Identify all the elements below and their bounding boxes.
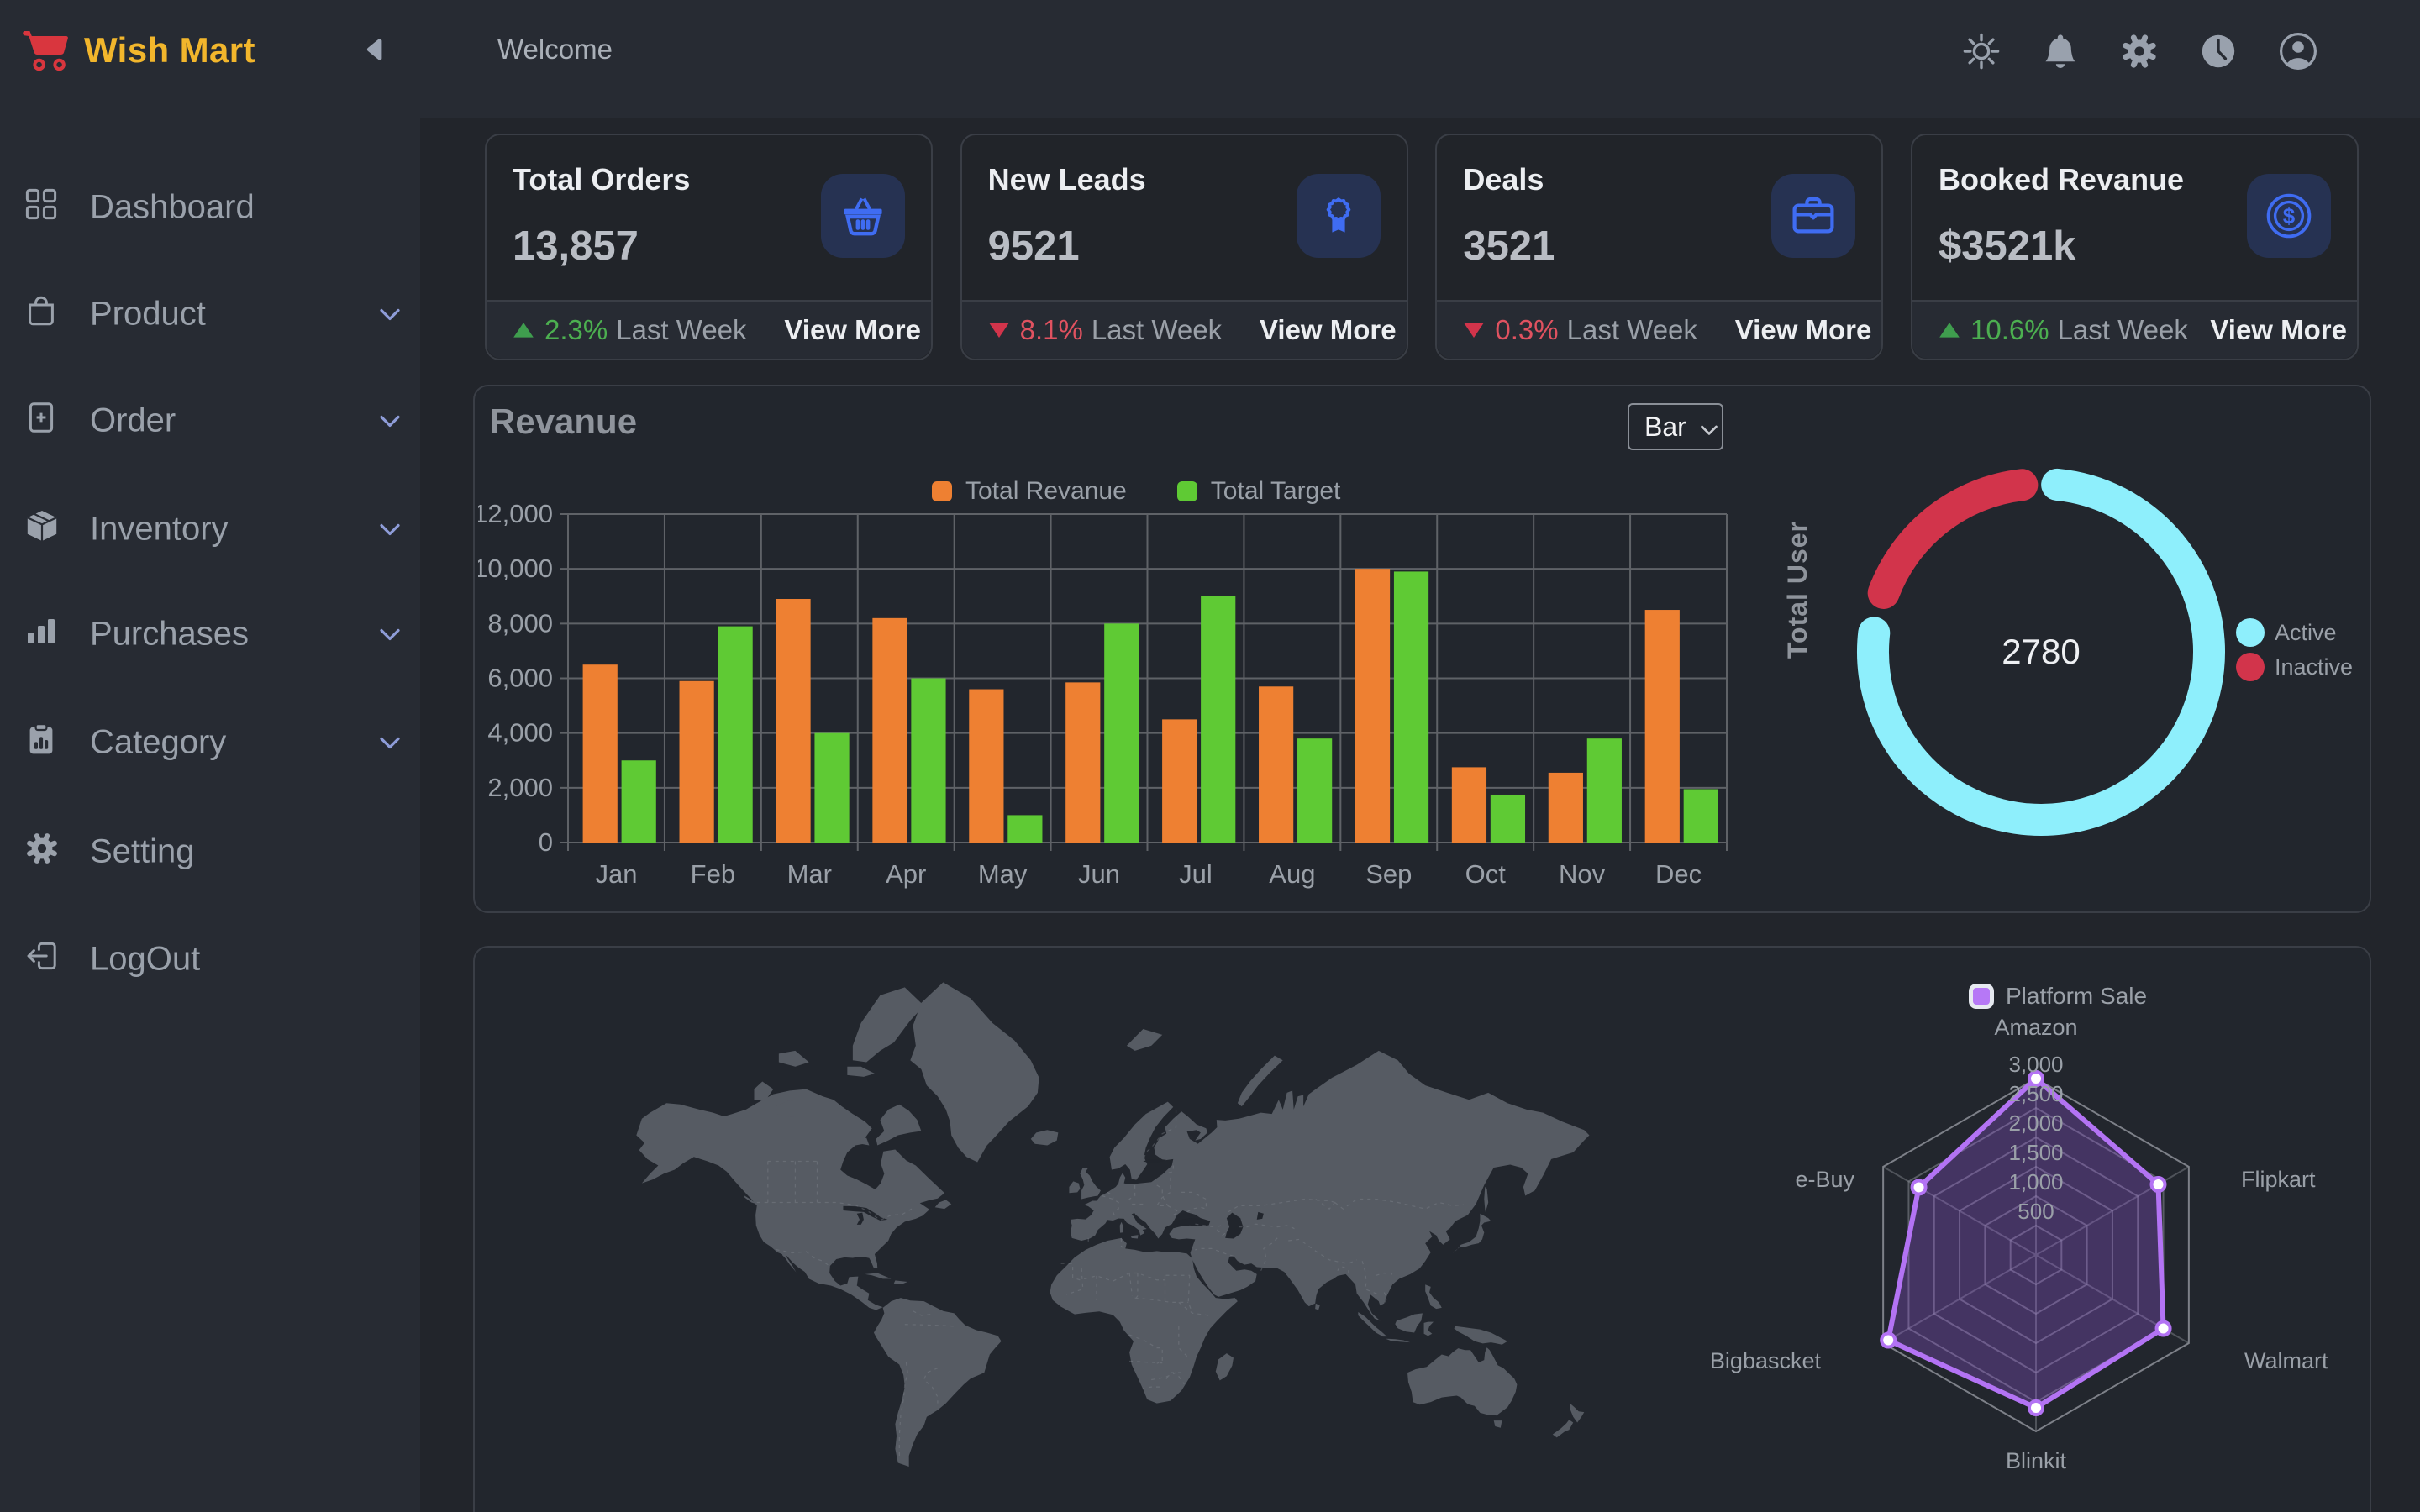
svg-text:e-Buy: e-Buy (1795, 1167, 1854, 1192)
svg-text:Blinkit: Blinkit (2006, 1448, 2067, 1473)
svg-text:Nov: Nov (1559, 859, 1606, 889)
svg-text:Amazon: Amazon (1994, 1015, 2077, 1040)
svg-text:1,500: 1,500 (2008, 1140, 2063, 1165)
svg-text:Jul: Jul (1179, 859, 1213, 889)
svg-text:Feb: Feb (691, 859, 735, 889)
svg-text:3,000: 3,000 (2008, 1052, 2063, 1077)
svg-text:Mar: Mar (787, 859, 832, 889)
svg-text:10,000: 10,000 (478, 554, 553, 583)
svg-text:8,000: 8,000 (487, 608, 553, 638)
svg-text:500: 500 (2018, 1199, 2054, 1224)
svg-text:Apr: Apr (886, 859, 926, 889)
svg-text:Sep: Sep (1365, 859, 1412, 889)
svg-text:2780: 2780 (2002, 632, 2080, 671)
svg-text:$: $ (2283, 203, 2296, 228)
svg-text:12,000: 12,000 (478, 499, 553, 528)
svg-text:Jun: Jun (1078, 859, 1120, 889)
svg-text:Flipkart: Flipkart (2241, 1167, 2316, 1192)
svg-text:Bigbascket: Bigbascket (1710, 1348, 1822, 1373)
svg-text:Jan: Jan (595, 859, 637, 889)
svg-text:6,000: 6,000 (487, 664, 553, 693)
svg-text:2,000: 2,000 (2008, 1110, 2063, 1136)
svg-text:May: May (978, 859, 1028, 889)
svg-text:2,500: 2,500 (2008, 1081, 2063, 1106)
svg-text:0: 0 (539, 827, 553, 857)
svg-text:Walmart: Walmart (2244, 1348, 2328, 1373)
svg-text:Dec: Dec (1655, 859, 1702, 889)
svg-text:1,000: 1,000 (2008, 1169, 2063, 1194)
svg-text:4,000: 4,000 (487, 718, 553, 748)
svg-text:2,000: 2,000 (487, 773, 553, 802)
svg-text:Oct: Oct (1465, 859, 1507, 889)
svg-text:Aug: Aug (1269, 859, 1315, 889)
